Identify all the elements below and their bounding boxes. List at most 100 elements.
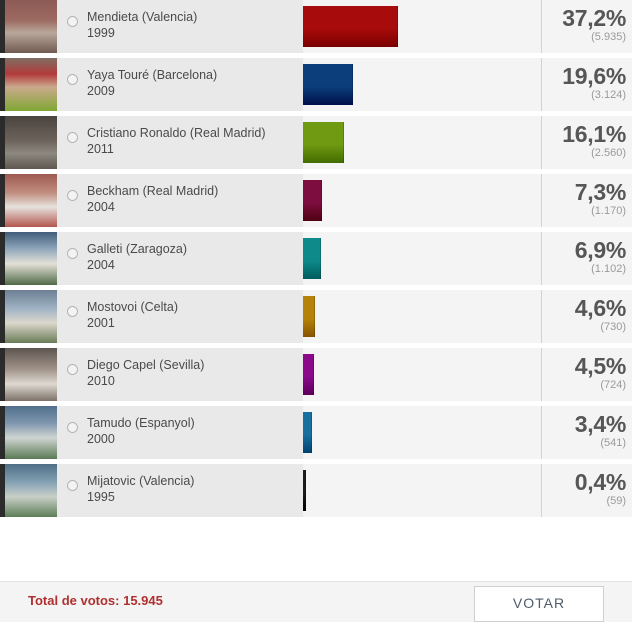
radio-button-icon[interactable] [67, 16, 78, 27]
percent-value: 16,1% [562, 121, 626, 147]
percent-value: 7,3% [574, 179, 627, 205]
result-bar [303, 238, 321, 279]
radio-button-icon[interactable] [67, 364, 78, 375]
radio-button-icon[interactable] [67, 132, 78, 143]
bar-track [303, 116, 541, 169]
player-photo-yaya-toure [0, 58, 57, 111]
result-figures: 3,4% (541) [541, 406, 632, 459]
result-figures: 4,5% (724) [541, 348, 632, 401]
option-name: Diego Capel (Sevilla) [87, 358, 205, 372]
thumbnail-image [5, 232, 57, 285]
poll-option-row[interactable]: Mijatovic (Valencia) 1995 0,4% (59) [0, 464, 632, 517]
result-bar [303, 64, 354, 105]
thumbnail-image [5, 58, 57, 111]
result-figures: 4,6% (730) [541, 290, 632, 343]
bar-track [303, 58, 541, 111]
player-photo-mijatovic [0, 464, 57, 517]
bar-track [303, 0, 541, 53]
option-name: Tamudo (Espanyol) [87, 416, 195, 430]
result-bar [303, 412, 312, 453]
poll-option-row[interactable]: Cristiano Ronaldo (Real Madrid) 2011 16,1%… [0, 116, 632, 169]
result-bar [303, 354, 315, 395]
percent-value: 3,4% [574, 411, 627, 437]
option-year: 2004 [87, 200, 115, 214]
vote-count: (5.935) [591, 31, 626, 43]
vote-button[interactable]: VOTAR [474, 586, 604, 622]
vote-count: (2.560) [591, 147, 626, 159]
poll-option-row[interactable]: Diego Capel (Sevilla) 2010 4,5% (724) [0, 348, 632, 401]
radio-button-icon[interactable] [67, 190, 78, 201]
result-figures: 0,4% (59) [541, 464, 632, 517]
thumbnail-image [5, 406, 57, 459]
bar-track [303, 290, 541, 343]
player-photo-tamudo [0, 406, 57, 459]
vote-count: (541) [600, 437, 626, 449]
thumbnail-image [5, 348, 57, 401]
option-name: Mijatovic (Valencia) [87, 474, 195, 488]
option-name: Yaya Touré (Barcelona) [87, 68, 218, 82]
bar-track [303, 348, 541, 401]
option-year: 2001 [87, 316, 115, 330]
result-figures: 7,3% (1.170) [541, 174, 632, 227]
option-year: 1995 [87, 490, 115, 504]
option-label: Tamudo (Espanyol) 2000 [57, 406, 303, 459]
poll-option-row[interactable]: Tamudo (Espanyol) 2000 3,4% (541) [0, 406, 632, 459]
thumbnail-image [5, 174, 57, 227]
player-photo-mendieta [0, 0, 57, 53]
option-name: Galleti (Zaragoza) [87, 242, 188, 256]
radio-button-icon[interactable] [67, 248, 78, 259]
option-label: Galleti (Zaragoza) 2004 [57, 232, 303, 285]
option-year: 2010 [87, 374, 115, 388]
percent-value: 19,6% [562, 63, 626, 89]
poll-option-row[interactable]: Mendieta (Valencia) 1999 37,2% (5.935) [0, 0, 632, 53]
option-label: Beckham (Real Madrid) 2004 [57, 174, 303, 227]
option-label: Yaya Touré (Barcelona) 2009 [57, 58, 303, 111]
option-label: Mijatovic (Valencia) 1995 [57, 464, 303, 517]
option-year: 2009 [87, 84, 115, 98]
poll-option-row[interactable]: Yaya Touré (Barcelona) 2009 19,6% (3.124) [0, 58, 632, 111]
radio-button-icon[interactable] [67, 422, 78, 433]
vote-count: (3.124) [591, 89, 626, 101]
footer-spacer [0, 522, 632, 554]
total-votes-label: Total de votos: 15.945 [28, 593, 163, 608]
poll-footer: Total de votos: 15.945 VOTAR [0, 581, 632, 622]
player-photo-diego-capel [0, 348, 57, 401]
option-label: Mostovoi (Celta) 2001 [57, 290, 303, 343]
vote-count: (724) [600, 379, 626, 391]
result-figures: 6,9% (1.102) [541, 232, 632, 285]
result-figures: 19,6% (3.124) [541, 58, 632, 111]
option-label: Diego Capel (Sevilla) 2010 [57, 348, 303, 401]
result-bar [303, 122, 345, 163]
option-label: Cristiano Ronaldo (Real Madrid) 2011 [57, 116, 303, 169]
result-bar [303, 6, 398, 47]
vote-count: (1.170) [591, 205, 626, 217]
percent-value: 4,5% [574, 353, 627, 379]
vote-count: (59) [606, 495, 626, 507]
player-photo-galleti [0, 232, 57, 285]
option-label: Mendieta (Valencia) 1999 [57, 0, 303, 53]
poll-option-row[interactable]: Beckham (Real Madrid) 2004 7,3% (1.170) [0, 174, 632, 227]
player-photo-cristiano-ronaldo [0, 116, 57, 169]
bar-track [303, 232, 541, 285]
vote-count: (1.102) [591, 263, 626, 275]
radio-button-icon[interactable] [67, 480, 78, 491]
percent-value: 37,2% [562, 5, 626, 31]
thumbnail-image [5, 464, 57, 517]
thumbnail-image [5, 290, 57, 343]
option-name: Mostovoi (Celta) [87, 300, 178, 314]
poll-options-list: Mendieta (Valencia) 1999 37,2% (5.935) Yaya … [0, 0, 632, 554]
result-bar [303, 180, 322, 221]
player-photo-beckham [0, 174, 57, 227]
percent-value: 6,9% [574, 237, 627, 263]
player-photo-mostovoi [0, 290, 57, 343]
poll-option-row[interactable]: Galleti (Zaragoza) 2004 6,9% (1.102) [0, 232, 632, 285]
radio-button-icon[interactable] [67, 74, 78, 85]
poll-option-row[interactable]: Mostovoi (Celta) 2001 4,6% (730) [0, 290, 632, 343]
result-figures: 16,1% (2.560) [541, 116, 632, 169]
radio-button-icon[interactable] [67, 306, 78, 317]
result-figures: 37,2% (5.935) [541, 0, 632, 53]
option-year: 1999 [87, 26, 115, 40]
bar-track [303, 406, 541, 459]
bar-track [303, 464, 541, 517]
